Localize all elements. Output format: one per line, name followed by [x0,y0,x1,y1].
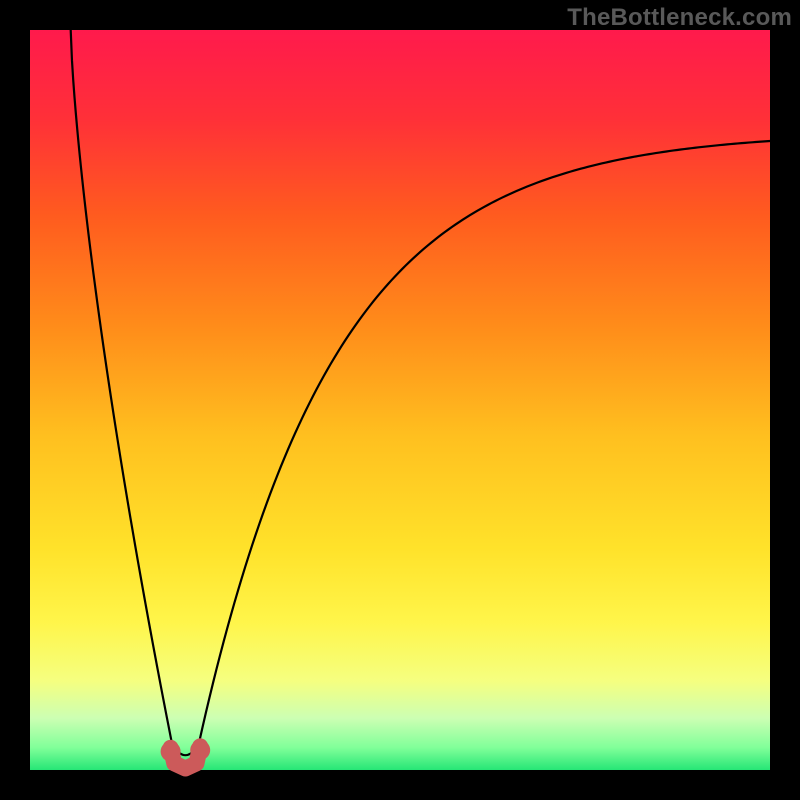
chart-stage: TheBottleneck.com [0,0,800,800]
highlight-dot-0 [161,742,181,762]
highlight-dot-1 [190,740,210,760]
plot-background [30,30,770,770]
bottleneck-chart [0,0,800,800]
